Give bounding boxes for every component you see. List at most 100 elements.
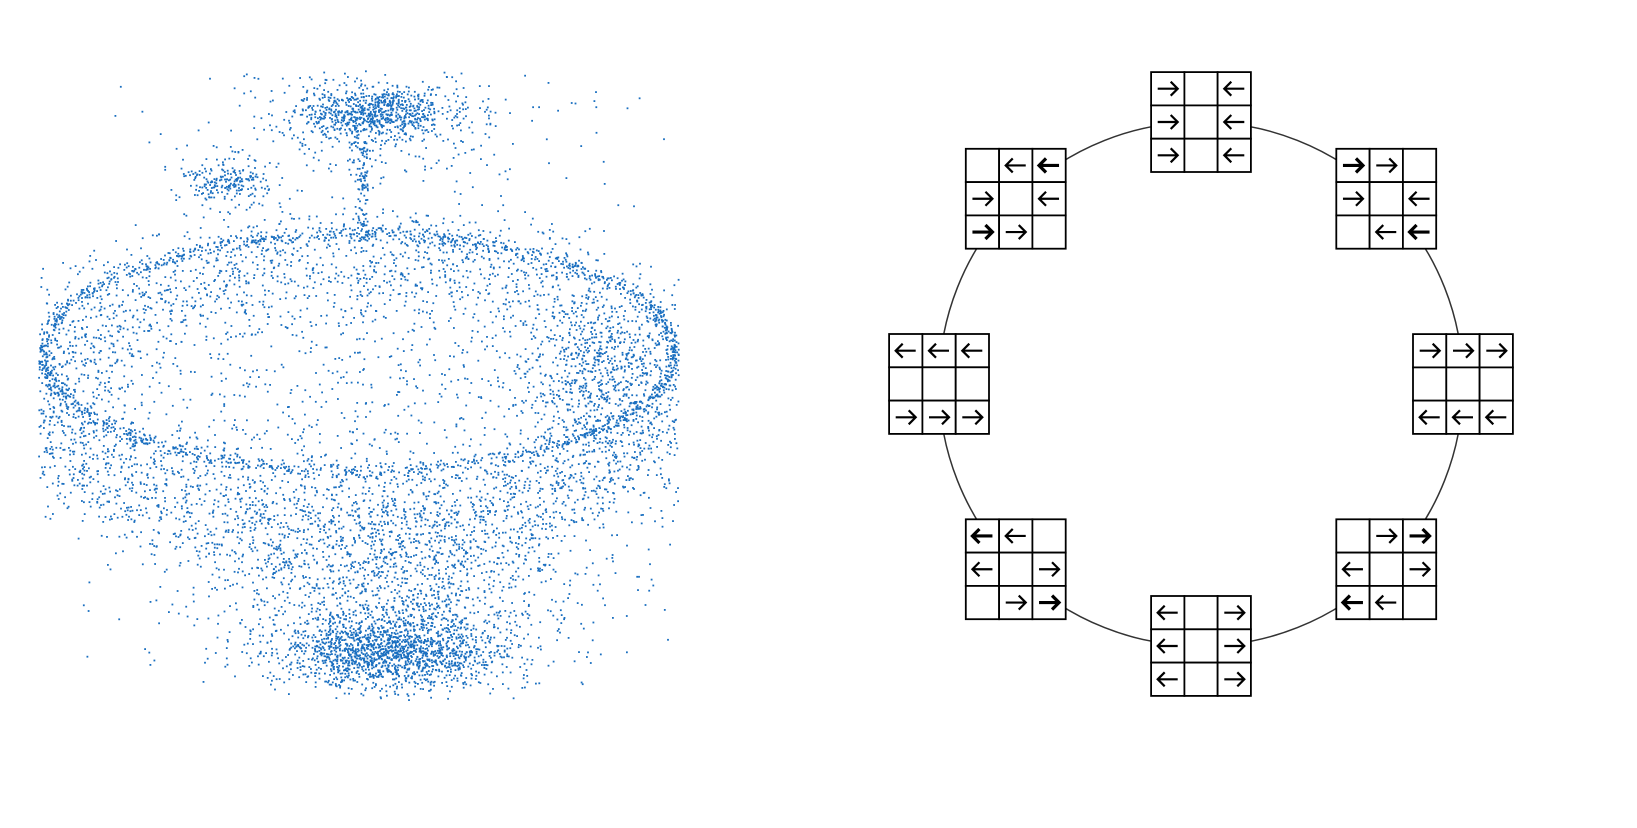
scatter-point <box>79 471 81 473</box>
scatter-point <box>536 514 538 517</box>
scatter-point <box>67 505 70 508</box>
scatter-point <box>450 592 453 595</box>
scatter-point <box>116 277 119 280</box>
scatter-point <box>134 268 137 271</box>
scatter-point <box>224 504 227 507</box>
scatter-point <box>238 276 241 279</box>
scatter-point <box>132 443 134 446</box>
scatter-point <box>646 320 649 322</box>
scatter-point <box>523 257 525 260</box>
scatter-point <box>551 223 553 225</box>
scatter-point <box>563 316 565 318</box>
scatter-point <box>102 427 104 430</box>
scatter-point <box>677 353 680 356</box>
scatter-point <box>433 354 435 356</box>
scatter-point <box>121 347 124 350</box>
scatter-point <box>104 516 107 518</box>
scatter-point <box>184 453 187 456</box>
scatter-point <box>626 544 628 547</box>
scatter-point <box>156 504 159 507</box>
scatter-point <box>466 378 469 380</box>
scatter-point <box>64 400 67 403</box>
scatter-point <box>252 542 254 544</box>
scatter-point <box>152 476 155 479</box>
scatter-point <box>134 457 137 459</box>
scatter-point <box>185 324 188 327</box>
scatter-point <box>648 444 651 447</box>
scatter-point <box>455 535 457 537</box>
scatter-point <box>544 443 547 445</box>
scatter-point <box>532 537 534 540</box>
scatter-point <box>297 465 300 468</box>
scatter-point <box>573 521 576 524</box>
scatter-point <box>553 474 556 477</box>
scatter-point <box>523 260 525 263</box>
scatter-point <box>449 279 451 282</box>
scatter-point <box>52 411 55 414</box>
scatter-point <box>416 284 418 287</box>
scatter-point <box>383 253 386 256</box>
scatter-point <box>55 380 58 383</box>
scatter-point <box>274 242 276 245</box>
scatter-point <box>518 248 520 251</box>
scatter-point <box>660 316 663 319</box>
scatter-point <box>611 368 614 371</box>
scatter-point <box>359 351 361 354</box>
scatter-point <box>110 464 112 467</box>
scatter-point <box>53 382 56 385</box>
scatter-point <box>283 507 286 510</box>
scatter-point <box>539 463 542 466</box>
scatter-point <box>573 512 576 514</box>
scatter-point <box>71 345 74 347</box>
scatter-point <box>463 528 465 531</box>
scatter-point <box>516 256 519 259</box>
scatter-point <box>444 276 447 278</box>
scatter-point <box>213 250 215 253</box>
scatter-point <box>430 480 432 483</box>
scatter-point <box>537 515 540 518</box>
scatter-point <box>39 333 41 336</box>
scatter-point <box>363 476 365 479</box>
scatter-point <box>454 504 457 507</box>
scatter-point <box>620 365 623 368</box>
scatter-point <box>668 404 671 407</box>
scatter-point <box>459 504 462 507</box>
scatter-point <box>471 235 473 237</box>
scatter-point <box>400 242 403 245</box>
scatter-point <box>195 445 198 448</box>
scatter-point <box>260 235 262 238</box>
scatter-point <box>561 271 563 274</box>
scatter-point <box>256 549 259 552</box>
scatter-point <box>56 301 58 304</box>
scatter-point <box>658 312 661 315</box>
scatter-point <box>57 417 60 420</box>
scatter-point <box>575 521 578 523</box>
scatter-point <box>578 325 581 327</box>
scatter-point <box>457 229 460 231</box>
scatter-point <box>165 289 168 292</box>
scatter-point <box>341 556 344 559</box>
scatter-point <box>40 408 43 411</box>
scatter-point <box>417 468 420 471</box>
scatter-point <box>480 273 482 276</box>
scatter-point <box>565 436 567 438</box>
scatter-point <box>259 238 262 241</box>
scatter-point <box>588 444 590 447</box>
scatter-point <box>572 269 574 272</box>
scatter-point <box>572 434 575 437</box>
scatter-point <box>616 534 618 536</box>
scatter-point <box>594 490 597 493</box>
scatter-point <box>630 477 632 480</box>
scatter-point <box>197 458 199 461</box>
scatter-point <box>130 490 133 492</box>
scatter-point <box>420 603 422 606</box>
scatter-point <box>342 316 345 319</box>
scatter-point <box>216 543 219 546</box>
scatter-point <box>234 461 236 464</box>
scatter-point <box>504 352 506 355</box>
scatter-point <box>107 450 110 453</box>
scatter-point <box>353 246 356 249</box>
scatter-point <box>561 321 564 324</box>
scatter-point <box>247 282 250 285</box>
scatter-point <box>487 513 489 515</box>
